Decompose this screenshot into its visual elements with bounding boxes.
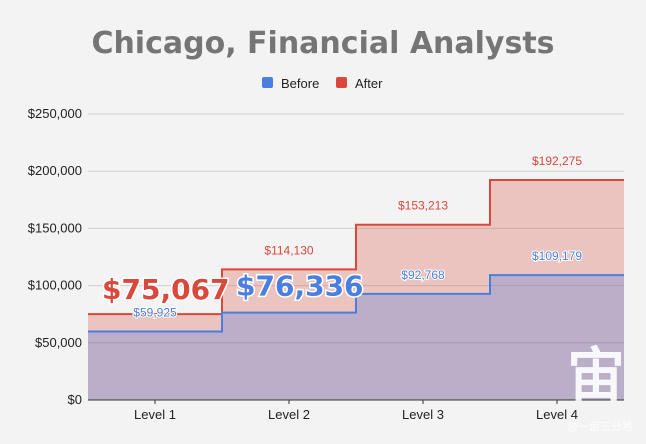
- area-after: [88, 180, 624, 400]
- legend: Before After: [262, 76, 383, 91]
- y-tick-label: $150,000: [28, 220, 82, 235]
- data-label: $59,925: [133, 305, 177, 319]
- legend-label-after: After: [355, 76, 383, 91]
- series-lines: [88, 179, 624, 333]
- line-before: [88, 274, 624, 333]
- y-tick-label: $250,000: [28, 106, 82, 121]
- y-tick-label: $100,000: [28, 278, 82, 293]
- x-tick-label: Level 1: [134, 407, 176, 422]
- data-label: $114,130: [264, 243, 313, 257]
- data-label: $92,768: [401, 268, 445, 282]
- x-tick-label: Level 2: [268, 407, 310, 422]
- y-tick-label: $50,000: [35, 335, 82, 350]
- line-after: [88, 179, 624, 316]
- gridlines: $0 $50,000 $100,000 $150,000 $200,000 $250,00…: [28, 106, 624, 407]
- x-tick-label: Level 4: [536, 407, 578, 422]
- data-label-highlight: $76,336: [236, 270, 364, 303]
- watermark-text: @一亩三分地: [567, 419, 633, 433]
- data-labels: $59,925 $76,336 $92,768 $109,179 $75,067 $114…: [101, 154, 584, 320]
- data-label: $192,275: [532, 154, 582, 168]
- legend-swatch-before: [262, 77, 273, 88]
- legend-swatch-after: [336, 77, 347, 88]
- data-label: $109,179: [532, 249, 582, 263]
- y-tick-label: $0: [68, 392, 82, 407]
- watermark-logo-glyph: 宙: [567, 341, 625, 409]
- watermark: 宙 @一亩三分地: [567, 341, 633, 433]
- y-tick-label: $200,000: [28, 163, 82, 178]
- axes: Level 1 Level 2 Level 3 Level 4: [88, 399, 624, 422]
- data-label: $153,213: [398, 199, 448, 213]
- x-tick-label: Level 3: [402, 407, 444, 422]
- legend-label-before: Before: [281, 76, 319, 91]
- data-label-highlight: $75,067: [102, 273, 230, 306]
- chart-title: Chicago, Financial Analysts: [91, 26, 554, 61]
- area-before: [88, 275, 624, 400]
- series-areas: [88, 180, 624, 400]
